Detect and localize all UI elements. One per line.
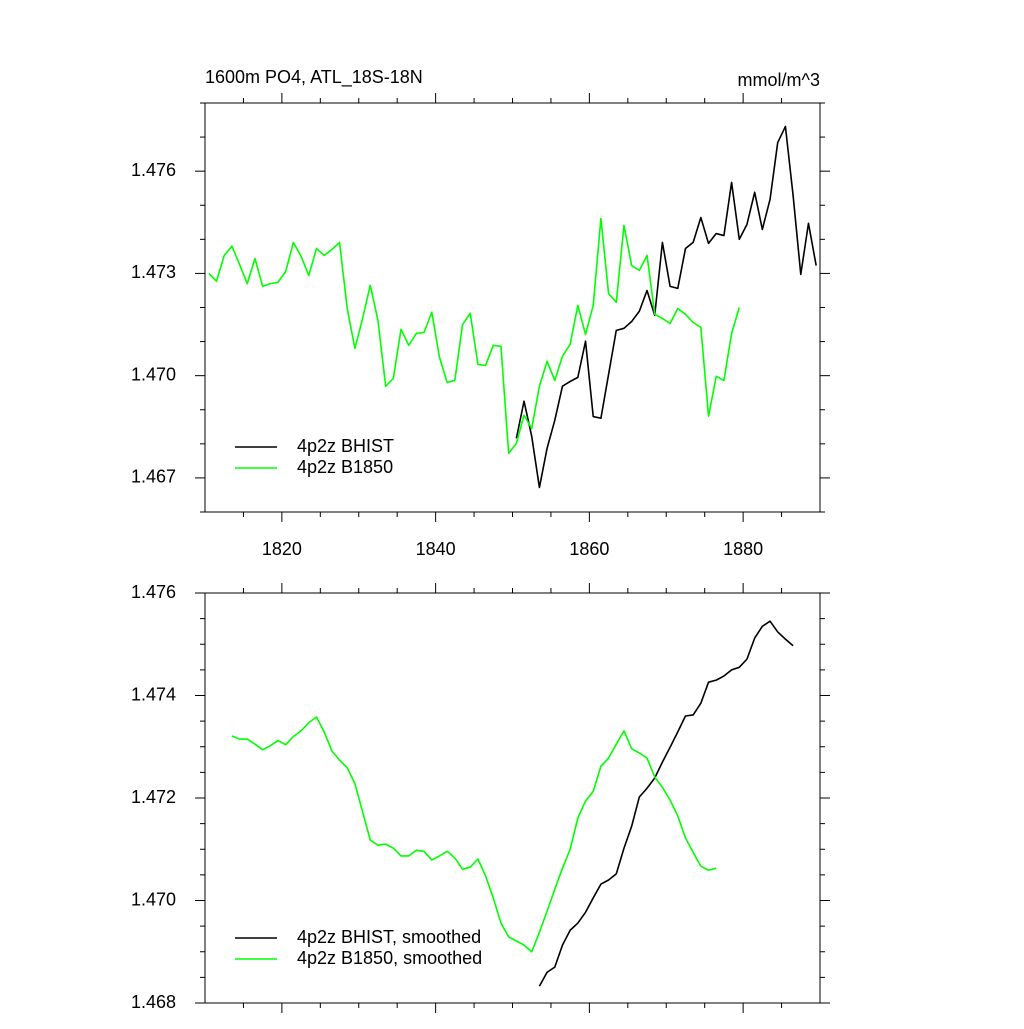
y-tick-label: 1.472 — [131, 787, 176, 807]
y-tick-label: 1.470 — [131, 364, 176, 384]
data-line — [208, 217, 741, 455]
y-tick-label: 1.468 — [131, 992, 176, 1012]
data-line — [538, 620, 794, 987]
y-tick-label: 1.467 — [131, 467, 176, 487]
legend-label: 4p2z B1850, smoothed — [297, 948, 482, 968]
y-tick-label: 1.474 — [131, 684, 176, 704]
x-tick-label: 1880 — [723, 539, 763, 559]
y-tick-label: 1.476 — [131, 582, 176, 602]
data-line — [231, 716, 717, 953]
units-label: mmol/m^3 — [738, 70, 820, 90]
legend-label: 4p2z BHIST — [297, 436, 394, 456]
legend-label: 4p2z B1850 — [297, 457, 393, 477]
data-line — [515, 125, 817, 489]
x-tick-label: 1840 — [416, 539, 456, 559]
x-tick-label: 1820 — [262, 539, 302, 559]
y-tick-label: 1.473 — [131, 262, 176, 282]
legend-label: 4p2z BHIST, smoothed — [297, 927, 481, 947]
y-tick-label: 1.470 — [131, 889, 176, 909]
y-tick-label: 1.476 — [131, 160, 176, 180]
chart-title: 1600m PO4, ATL_18S-18N — [205, 67, 423, 88]
x-tick-label: 1860 — [569, 539, 609, 559]
